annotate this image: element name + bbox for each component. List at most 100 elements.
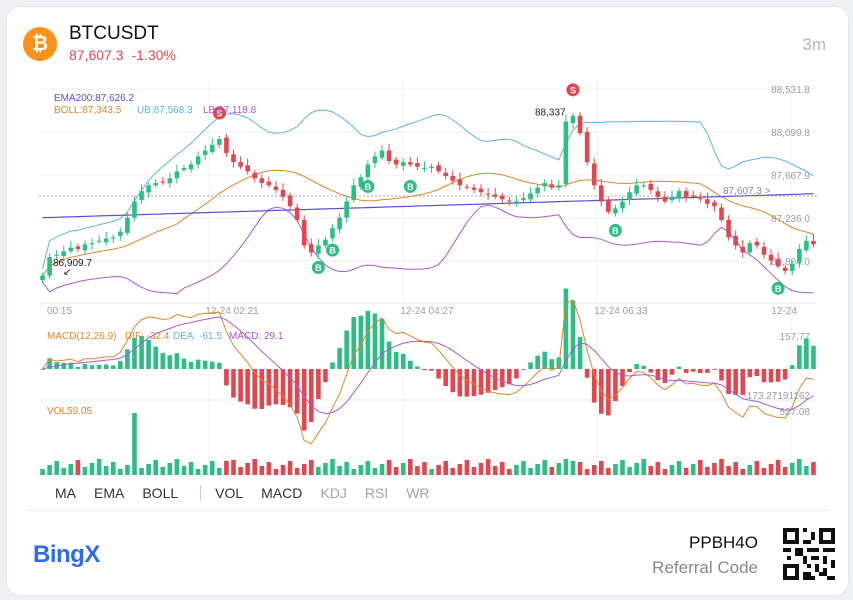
signal-label: B	[775, 284, 782, 294]
candle-body	[217, 138, 222, 145]
volume-bar	[535, 464, 540, 475]
macd-histogram-bar	[514, 369, 519, 379]
footer-divider	[27, 510, 828, 511]
candle-body	[521, 198, 526, 201]
volume-bar	[733, 462, 738, 475]
macd-histogram-bar	[492, 369, 498, 390]
macd-histogram-bar	[316, 369, 321, 400]
macd-histogram-bar	[287, 369, 293, 408]
boll-mid-line	[42, 169, 814, 276]
candle-body	[450, 176, 456, 181]
tab-kdj[interactable]: KDJ	[320, 485, 347, 501]
candle-body	[797, 248, 802, 263]
macd-histogram-bar	[202, 360, 208, 369]
macd-histogram-bar	[542, 351, 547, 369]
macd-histogram-bar	[393, 351, 399, 369]
tab-ema[interactable]: EMA	[94, 485, 125, 501]
tab-wr[interactable]: WR	[406, 485, 430, 501]
macd-histogram-bar	[768, 369, 774, 383]
boll-lower-legend: LB:87,118.8	[203, 105, 257, 116]
macd-histogram-bar	[40, 369, 45, 370]
candle-body	[492, 194, 498, 197]
buy-signal-marker	[361, 179, 375, 193]
volume-bar	[316, 467, 321, 475]
buy-signal-marker	[403, 179, 417, 193]
candle-body	[89, 243, 95, 245]
dea-legend: DEA: -61.5	[173, 331, 222, 342]
interval-label: 3m	[802, 35, 826, 54]
change-percent: -1.30%	[131, 47, 176, 63]
macd-histogram-bar	[61, 362, 67, 369]
macd-histogram-bar	[761, 369, 767, 383]
candle-body	[167, 178, 173, 184]
candle-body	[556, 185, 562, 188]
tab-divider	[200, 485, 202, 501]
bitcoin-logo: ₿	[23, 27, 57, 61]
candle-body	[47, 257, 52, 276]
candle-body	[726, 220, 731, 238]
tab-ma[interactable]: MA	[55, 485, 76, 501]
macd-histogram-bar	[535, 355, 540, 369]
volume-bar	[577, 462, 583, 475]
buy-signal-marker	[311, 260, 325, 274]
candle-body	[103, 238, 109, 243]
candle-body	[719, 207, 724, 221]
macd-histogram-bar	[726, 369, 731, 394]
signal-label: B	[612, 226, 619, 236]
macd-histogram-bar	[309, 369, 314, 423]
time-axis-label: 12-24	[771, 306, 797, 317]
macd-histogram-bar	[82, 363, 88, 369]
volume-bar	[287, 461, 293, 475]
candle-body	[181, 167, 187, 171]
tab-vol[interactable]: VOL	[215, 485, 244, 501]
macd-histogram-bar	[584, 369, 590, 378]
time-axis-label: 00:15	[47, 306, 72, 317]
dif-legend: DIF: -32.4	[125, 331, 170, 342]
volume-bar	[195, 469, 201, 475]
macd-histogram-bar	[549, 359, 555, 369]
price-axis-label: 86,804.0	[771, 257, 810, 268]
macd-histogram-bar	[804, 338, 809, 369]
macd-histogram-bar	[690, 369, 696, 372]
macd-histogram-bar	[344, 330, 349, 369]
volume-bar	[125, 465, 130, 475]
volume-bar	[655, 462, 661, 475]
signal-label: S	[216, 108, 222, 118]
candle-body	[82, 244, 88, 251]
macd-histogram-bar	[174, 353, 180, 369]
candle-body	[499, 195, 505, 200]
candle-body	[61, 251, 67, 257]
macd-histogram-bar	[386, 341, 392, 369]
candle-body	[202, 150, 208, 155]
volume-bar	[351, 469, 357, 475]
macd-histogram-bar	[683, 369, 689, 374]
volume-legend: VOL59.05	[47, 406, 92, 417]
candle-body	[754, 241, 760, 246]
macd-histogram-bar	[499, 369, 505, 388]
macd-histogram-bar	[188, 361, 194, 369]
candle-body	[365, 164, 371, 178]
macd-histogram-bar	[521, 369, 526, 370]
tab-rsi[interactable]: RSI	[364, 485, 389, 501]
tab-boll[interactable]: BOLL	[142, 485, 179, 501]
macd-histogram-bar	[379, 318, 385, 369]
candle-body	[690, 195, 696, 197]
volume-bar	[54, 461, 59, 475]
macd-histogram-bar	[789, 365, 795, 369]
volume-bar	[245, 463, 250, 475]
volume-bar	[47, 465, 52, 475]
volume-bar	[627, 467, 632, 475]
macd-histogram-bar	[782, 369, 788, 380]
volume-bar	[139, 468, 144, 475]
macd-histogram-bar	[252, 369, 258, 409]
volume-bar	[698, 460, 703, 475]
tab-macd[interactable]: MACD	[261, 485, 303, 501]
macd-histogram-bar	[436, 369, 441, 379]
candle-body	[422, 167, 427, 169]
volume-bar	[40, 469, 45, 475]
price-axis-label: 88,531.8	[771, 85, 810, 96]
candle-body	[606, 200, 611, 212]
volume-bar	[556, 463, 562, 475]
volume-bar	[266, 462, 272, 475]
macd-histogram-bar	[408, 360, 413, 369]
